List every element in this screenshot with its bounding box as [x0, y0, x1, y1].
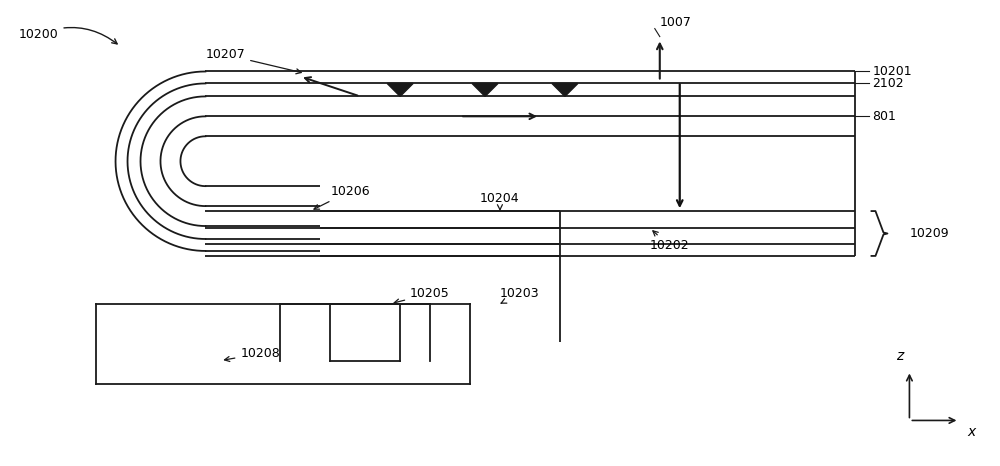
- Text: 10202: 10202: [650, 231, 689, 253]
- Text: 1007: 1007: [660, 15, 692, 28]
- Text: 2102: 2102: [872, 77, 904, 90]
- Text: 10206: 10206: [314, 185, 370, 209]
- Text: x: x: [967, 425, 976, 439]
- Text: 10201: 10201: [872, 65, 912, 78]
- Text: 801: 801: [872, 110, 896, 123]
- Text: 10207: 10207: [205, 48, 301, 74]
- Text: 10200: 10200: [19, 27, 117, 44]
- Polygon shape: [472, 83, 498, 96]
- Polygon shape: [387, 83, 413, 96]
- Polygon shape: [552, 83, 578, 96]
- Text: 10204: 10204: [480, 192, 520, 210]
- Text: 10209: 10209: [909, 227, 949, 240]
- Text: 10208: 10208: [225, 347, 280, 362]
- Text: 10205: 10205: [394, 288, 450, 304]
- Text: 10203: 10203: [500, 288, 540, 303]
- Text: z: z: [896, 349, 903, 363]
